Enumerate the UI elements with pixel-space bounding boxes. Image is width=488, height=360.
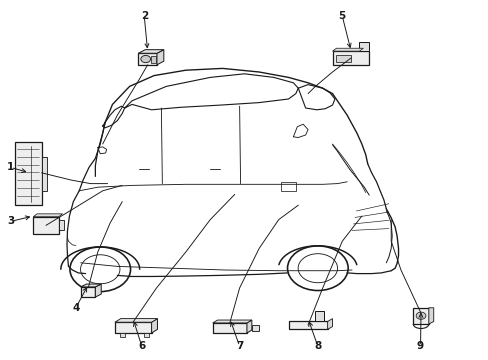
Polygon shape (212, 320, 251, 323)
Polygon shape (157, 50, 163, 65)
Bar (336, 55, 350, 62)
Polygon shape (428, 308, 433, 324)
Polygon shape (151, 319, 157, 333)
Polygon shape (138, 50, 163, 53)
Bar (150, 56, 155, 63)
Bar (281, 182, 295, 191)
Text: 8: 8 (314, 341, 321, 351)
Polygon shape (95, 284, 101, 297)
Text: 6: 6 (138, 341, 145, 351)
Polygon shape (33, 214, 62, 217)
Circle shape (415, 312, 425, 319)
Bar (81, 287, 95, 297)
Polygon shape (246, 320, 251, 333)
Bar (412, 308, 428, 324)
Bar (288, 321, 327, 329)
Text: 1: 1 (7, 162, 14, 172)
Bar (120, 333, 124, 337)
Polygon shape (332, 48, 363, 51)
Text: 7: 7 (235, 341, 243, 351)
Bar (33, 217, 59, 234)
Bar (212, 323, 246, 333)
Text: 4: 4 (72, 303, 80, 313)
Polygon shape (115, 319, 157, 322)
Bar (138, 53, 157, 65)
Text: 5: 5 (338, 11, 345, 21)
Polygon shape (81, 284, 101, 287)
Text: 3: 3 (7, 216, 14, 226)
Polygon shape (327, 319, 332, 329)
Bar (251, 325, 259, 331)
Bar (15, 142, 41, 205)
Bar (359, 42, 368, 51)
Text: 2: 2 (141, 11, 147, 21)
Bar (41, 157, 47, 191)
Bar (115, 322, 151, 333)
Bar (332, 51, 368, 65)
Bar (59, 220, 63, 230)
Bar (315, 311, 324, 321)
Circle shape (141, 55, 150, 63)
Text: 9: 9 (416, 341, 423, 351)
Bar (144, 333, 149, 337)
